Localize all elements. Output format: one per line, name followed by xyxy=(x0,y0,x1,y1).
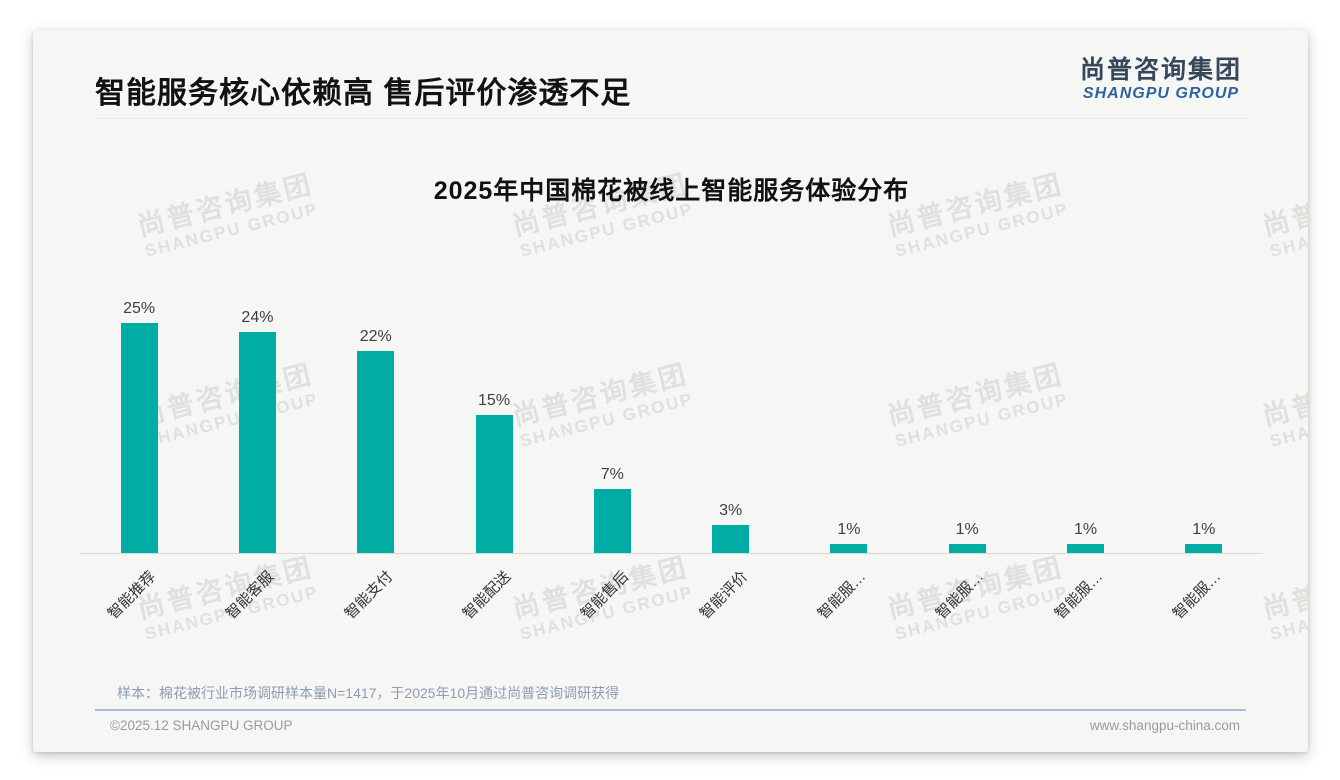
bars-row: 25% 24% 22% 15% 7% 3% 1% 1% 1% 1% xyxy=(80,293,1263,553)
bar-slot: 1% xyxy=(790,293,908,553)
header-divider xyxy=(95,118,1246,119)
x-axis-label: 智能支付 xyxy=(341,568,396,623)
x-axis-label: 智能服… xyxy=(814,568,870,623)
bar-chart: 2025年中国棉花被线上智能服务体验分布 25% 24% 22% 15% 7% 3% 1% 1… xyxy=(80,30,1263,752)
footer: ©2025.12 SHANGPU GROUP www.shangpu-china… xyxy=(110,718,1240,733)
bar[interactable] xyxy=(357,350,395,553)
company-logo: 尚普咨询集团 SHANGPU GROUP xyxy=(1080,56,1242,103)
x-axis-label: 智能售后 xyxy=(578,568,633,623)
bar[interactable] xyxy=(475,415,513,553)
bar-value-label: 1% xyxy=(1192,520,1216,538)
bar-slot: 15% xyxy=(435,293,553,553)
bar-value-label: 1% xyxy=(1073,520,1098,538)
bar-slot: 1% xyxy=(1026,293,1144,553)
bar-value-label: 1% xyxy=(955,520,979,538)
xlabel-slot: 智能推荐 xyxy=(80,554,198,664)
bar-slot: 24% xyxy=(198,293,316,553)
watermark-chinese-text: 尚普咨询集团 xyxy=(1259,168,1308,242)
copyright-text: ©2025.12 SHANGPU GROUP xyxy=(110,718,293,733)
xlabel-slot: 智能支付 xyxy=(317,554,435,664)
bar-value-label: 24% xyxy=(241,309,274,327)
xlabel-slot: 智能售后 xyxy=(553,554,671,664)
bar-value-label: 25% xyxy=(123,300,156,317)
x-axis-label: 智能服… xyxy=(932,568,988,623)
bar[interactable] xyxy=(120,323,158,553)
bar[interactable] xyxy=(712,525,750,553)
x-axis-label: 智能评价 xyxy=(696,568,751,623)
bar-slot: 22% xyxy=(317,293,435,553)
bar-value-label: 15% xyxy=(478,392,511,409)
bar-value-label: 1% xyxy=(837,520,861,538)
bar-slot: 3% xyxy=(671,293,789,553)
page-title: 智能服务核心依赖高 售后评价渗透不足 xyxy=(95,77,632,110)
xlabel-slot: 智能评价 xyxy=(671,554,789,664)
bar[interactable] xyxy=(948,543,986,553)
bar[interactable] xyxy=(830,543,868,553)
x-axis-line xyxy=(80,553,1263,554)
chart-title: 2025年中国棉花被线上智能服务体验分布 xyxy=(433,177,910,205)
xlabel-slot: 智能服… xyxy=(908,554,1026,664)
xlabel-slot: 智能服… xyxy=(1026,554,1144,664)
xlabel-slot: 智能服… xyxy=(1145,554,1263,664)
logo-chinese-name: 尚普咨询集团 xyxy=(1079,56,1242,84)
footer-divider xyxy=(95,709,1246,711)
x-axis-label: 智能配送 xyxy=(459,568,515,623)
x-axis-label: 智能服… xyxy=(1169,568,1224,623)
xlabel-slot: 智能服… xyxy=(790,554,908,664)
website-link[interactable]: www.shangpu-china.com xyxy=(1089,718,1240,733)
sample-footnote: 样本：棉花被行业市场调研样本量N=1417，于2025年10月通过尚普咨询调研获… xyxy=(117,685,620,701)
x-axis-label: 智能客服 xyxy=(223,568,278,623)
bar[interactable] xyxy=(238,332,276,553)
bar-value-label: 3% xyxy=(719,502,743,520)
slide-card: 尚普咨询集团 SHANGPU GROUP 尚普咨询集团 SHANGPU GROUP 尚普… xyxy=(33,30,1308,752)
x-axis-label: 智能服… xyxy=(1051,568,1106,623)
xlabel-slot: 智能客服 xyxy=(198,554,316,664)
watermark-chinese-text: 尚普咨询集团 xyxy=(1259,358,1308,432)
bar-value-label: 22% xyxy=(359,327,392,345)
watermark-chinese-text: 尚普咨询集团 xyxy=(1259,551,1308,625)
logo-english-name: SHANGPU GROUP xyxy=(1082,84,1240,102)
xlabel-slot: 智能配送 xyxy=(435,554,553,664)
bar-slot: 1% xyxy=(1145,293,1263,553)
bar-slot: 7% xyxy=(553,293,671,553)
bar-slot: 1% xyxy=(908,293,1026,553)
bar-slot: 25% xyxy=(80,293,198,553)
bar[interactable] xyxy=(1185,543,1223,553)
x-axis-label: 智能推荐 xyxy=(104,568,160,623)
bar[interactable] xyxy=(593,488,631,553)
bar[interactable] xyxy=(1067,543,1105,553)
xlabels-row: 智能推荐 智能客服 智能支付 智能配送 智能售后 智能评价 智能服… 智能服… 智能服… 智能服… xyxy=(80,554,1263,664)
bar-value-label: 7% xyxy=(600,465,624,483)
